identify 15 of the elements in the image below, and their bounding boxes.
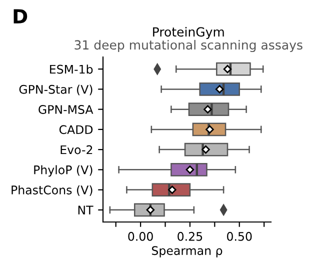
y-tick-label: GPN-MSA (38, 105, 94, 114)
text: D (14, 9, 28, 24)
y-tick-label: PhyloP (V) (34, 165, 92, 177)
y-tick-label: NT (78, 206, 94, 214)
y-tick-label: ESM-1b (50, 64, 93, 74)
chart-subtitle: 31 deep mutational scanning assays (74, 40, 302, 52)
y-tick-label: PhastCons (V) (12, 185, 92, 196)
x-tick-label: 0.25 (178, 232, 202, 241)
x-tick-label: 0.00 (128, 232, 153, 241)
y-tick-label: Evo-2 (60, 145, 92, 154)
chart-title: ProteinGym (153, 26, 224, 40)
y-tick-label: GPN-Star (V) (19, 84, 92, 96)
y-tick-label: CADD (59, 125, 93, 134)
x-axis-title: Spearman ρ (152, 246, 222, 258)
x-tick-label: 0.50 (227, 232, 252, 241)
